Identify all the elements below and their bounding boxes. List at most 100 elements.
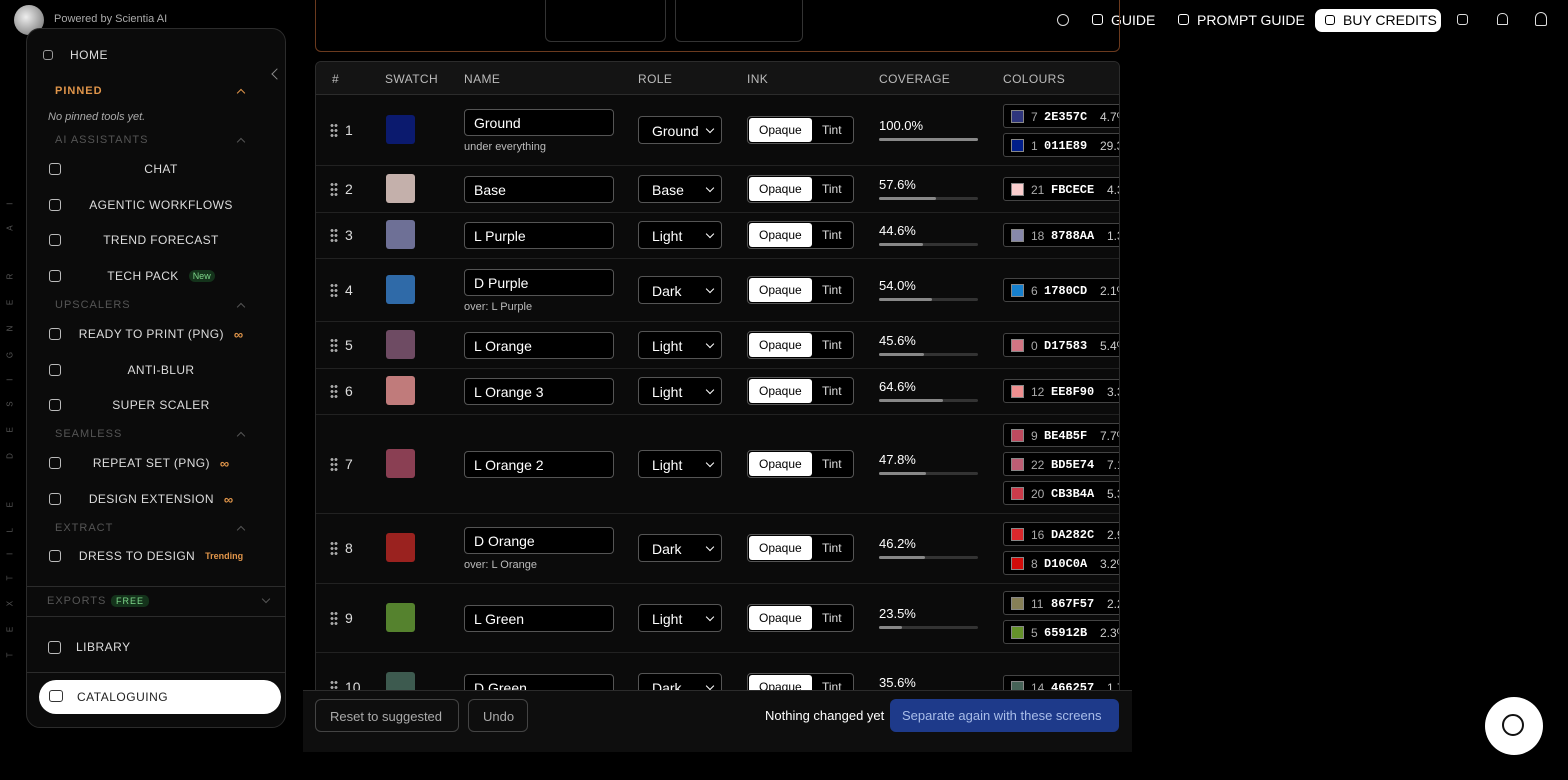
nav-item[interactable]: TECH PACK New <box>70 267 252 285</box>
notifications[interactable] <box>1497 13 1508 25</box>
ink-option[interactable]: Opaque <box>749 277 812 302</box>
role-text: Light <box>652 384 683 400</box>
ink-option[interactable]: Tint <box>814 177 852 201</box>
colour-chip: 21 FBCECE 4.3% <box>1003 176 1119 201</box>
name-input[interactable]: L Orange <box>464 331 614 359</box>
ink-option[interactable]: Tint <box>814 333 852 357</box>
ink-option[interactable]: Opaque <box>749 451 812 476</box>
ink-option[interactable]: Tint <box>814 536 852 560</box>
name-input[interactable]: D Purple <box>464 268 614 296</box>
undo-button[interactable]: Undo <box>468 699 528 732</box>
role-text: Light <box>652 456 683 473</box>
ink-toggle: Opaque Tint <box>747 377 854 405</box>
nav-item[interactable]: REPEAT SET (PNG) ∞ <box>70 454 252 472</box>
colour-pct: 7.1% <box>1107 457 1119 472</box>
drag-handle[interactable] <box>330 384 338 398</box>
role-select[interactable]: Light <box>638 449 722 478</box>
role-select[interactable]: Light <box>638 330 722 359</box>
drag-handle[interactable] <box>330 680 338 694</box>
ink-option[interactable]: Opaque <box>749 118 812 142</box>
nav-item[interactable]: CHAT <box>70 160 252 178</box>
role-select[interactable]: Base <box>638 174 722 203</box>
row-number: 1 <box>345 122 353 138</box>
colour-swatch <box>1011 338 1024 352</box>
name-input[interactable]: L Orange 2 <box>464 450 614 478</box>
section-title[interactable]: SEAMLESS <box>55 428 123 440</box>
ink-option[interactable]: Opaque <box>749 176 812 201</box>
nav-label: READY TO PRINT (PNG) <box>78 327 224 341</box>
drag-handle[interactable] <box>330 282 338 297</box>
role-select[interactable]: Dark <box>638 534 722 562</box>
role-select[interactable]: Light <box>638 221 722 249</box>
column-header: INK <box>747 72 769 86</box>
role-select[interactable]: Light <box>638 377 722 405</box>
name-input[interactable]: D Orange <box>464 527 614 554</box>
ink-option[interactable]: Tint <box>814 278 852 302</box>
colour-hex: 2E357C <box>1044 109 1088 124</box>
ink-option[interactable]: Tint <box>814 606 852 630</box>
role-select[interactable]: Dark <box>638 275 722 304</box>
ink-option[interactable]: Tint <box>814 223 852 247</box>
nav-link[interactable]: GUIDE <box>1111 12 1156 28</box>
section-title[interactable]: EXPORTS <box>47 595 107 607</box>
drag-handle[interactable] <box>330 337 338 352</box>
chat-button[interactable] <box>1485 697 1543 755</box>
colour-hex: D10C0A <box>1044 556 1088 571</box>
name-input[interactable]: L Orange 3 <box>464 378 614 405</box>
name-input[interactable]: Ground <box>464 109 614 136</box>
ink-option[interactable]: Tint <box>814 452 852 476</box>
drag-handle[interactable] <box>330 456 338 471</box>
home[interactable]: HOME <box>70 48 108 62</box>
colour-index: 5 <box>1031 626 1038 640</box>
colour-index: 20 <box>1031 486 1045 501</box>
nav-item[interactable]: SUPER SCALER <box>70 396 252 414</box>
badge: New <box>188 270 215 282</box>
nav-link[interactable]: PROMPT GUIDE <box>1197 12 1305 28</box>
colour-chip: 8 D10C0A 3.2% <box>1003 550 1119 575</box>
account[interactable] <box>1535 12 1547 26</box>
library[interactable]: LIBRARY <box>76 640 131 654</box>
theme-toggle[interactable] <box>1057 14 1069 26</box>
section-title[interactable]: UPSCALERS <box>55 299 131 311</box>
colour-pct: 1.3% <box>1107 229 1119 243</box>
nav-item[interactable]: DRESS TO DESIGN Trending <box>70 547 252 565</box>
ink-option[interactable]: Opaque <box>749 536 812 560</box>
drag-handle[interactable] <box>330 228 338 242</box>
role-select[interactable]: Light <box>638 603 722 632</box>
name-input[interactable]: L Purple <box>464 222 614 249</box>
role-text: Ground <box>652 123 699 139</box>
ink-option[interactable]: Opaque <box>749 223 812 247</box>
buy-credits[interactable]: BUY CREDITS <box>1315 9 1441 32</box>
nav-label: DESIGN EXTENSION <box>88 492 214 506</box>
role-select[interactable]: Ground <box>638 116 722 144</box>
ink-option[interactable]: Opaque <box>749 332 812 357</box>
ink-option[interactable]: Tint <box>814 118 852 142</box>
nav-item[interactable]: READY TO PRINT (PNG) ∞ <box>70 325 252 343</box>
colour-hex: BD5E74 <box>1051 457 1095 472</box>
colour-hex: EE8F90 <box>1051 385 1095 399</box>
colour-swatch <box>1011 283 1024 297</box>
ink-option[interactable]: Opaque <box>749 379 812 403</box>
section-title[interactable]: EXTRACT <box>55 522 114 534</box>
section-title[interactable]: AI ASSISTANTS <box>55 134 149 146</box>
column-header: NAME <box>464 72 501 86</box>
section-title[interactable]: PINNED <box>55 85 103 97</box>
ink-option[interactable]: Opaque <box>749 605 812 630</box>
nav-item[interactable]: ANTI-BLUR <box>70 361 252 379</box>
drag-handle[interactable] <box>330 123 338 137</box>
name-input[interactable]: Base <box>464 175 614 203</box>
nav-item[interactable]: TREND FORECAST <box>70 231 252 249</box>
nav-label: REPEAT SET (PNG) <box>92 456 210 470</box>
drag-handle[interactable] <box>330 541 338 555</box>
icon <box>49 163 61 175</box>
ink-toggle: Opaque Tint <box>747 449 854 478</box>
nav-item[interactable]: DESIGN EXTENSION ∞ <box>70 490 252 508</box>
ink-option[interactable]: Tint <box>814 379 852 403</box>
reset-button[interactable]: Reset to suggested <box>315 699 459 732</box>
drag-handle[interactable] <box>330 181 338 196</box>
drag-handle[interactable] <box>330 610 338 625</box>
cataloguing[interactable]: CATALOGUING <box>39 680 281 714</box>
nav-item[interactable]: AGENTIC WORKFLOWS <box>70 196 252 214</box>
name-input[interactable]: L Green <box>464 604 614 632</box>
submit-button[interactable]: Separate again with these screens <box>890 699 1119 732</box>
